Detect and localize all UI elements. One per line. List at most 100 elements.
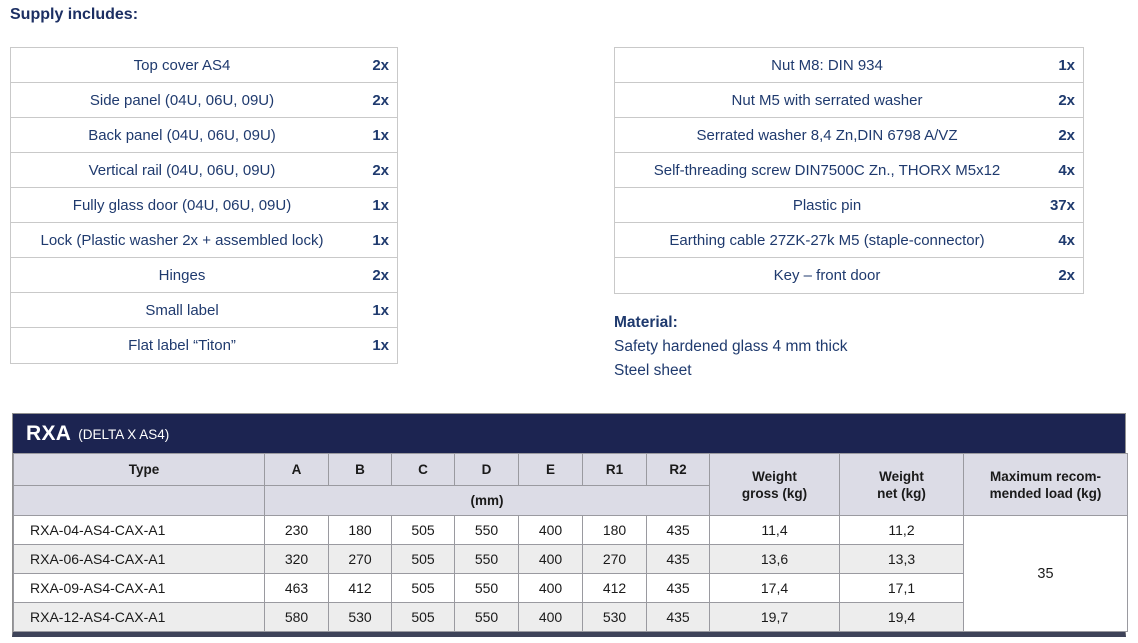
cell-c: 505 bbox=[391, 602, 455, 632]
column-header-weight-gross-line2: gross (kg) bbox=[741, 485, 808, 501]
column-header-r2: R2 bbox=[646, 453, 710, 486]
supply-item-label: Key – front door bbox=[773, 267, 881, 284]
supply-qty: 2x bbox=[1058, 91, 1075, 109]
column-header-b: B bbox=[328, 453, 392, 486]
cell-type: RXA-09-AS4-CAX-A1 bbox=[13, 573, 265, 603]
supply-qty: 2x bbox=[372, 266, 389, 284]
cell-a: 230 bbox=[264, 515, 329, 545]
supply-qty: 1x bbox=[1058, 56, 1075, 74]
supply-qty: 4x bbox=[1058, 231, 1075, 249]
column-header-weight-net-line2: net (kg) bbox=[877, 485, 926, 501]
column-header-a: A bbox=[264, 453, 329, 486]
supply-row: Lock (Plastic washer 2x + assembled lock… bbox=[11, 223, 397, 258]
cell-b: 412 bbox=[328, 573, 392, 603]
cell-a: 463 bbox=[264, 573, 329, 603]
supply-item-label: Small label bbox=[145, 301, 219, 319]
column-header-r1: R1 bbox=[582, 453, 647, 486]
supply-qty: 2x bbox=[372, 161, 389, 179]
supply-row: Self-threading screw DIN7500C Zn., THORX… bbox=[615, 153, 1083, 188]
spec-table-titlebar: RXA (DELTA X AS4) bbox=[13, 414, 1125, 453]
supply-qty: 2x bbox=[372, 56, 389, 74]
cell-a: 320 bbox=[264, 544, 329, 574]
supply-item-label: Vertical rail (04U, 06U, 09U) bbox=[88, 161, 276, 179]
cell-r1: 412 bbox=[582, 573, 647, 603]
supply-row: Side panel (04U, 06U, 09U) 2x bbox=[11, 83, 397, 118]
spec-table-subtitle: (DELTA X AS4) bbox=[78, 427, 170, 442]
supply-item-label: Back panel (04U, 06U, 09U) bbox=[88, 126, 276, 144]
supply-item-label: Plastic pin bbox=[792, 196, 862, 214]
cell-weight-net: 17,1 bbox=[839, 573, 964, 603]
column-header-weight-gross: Weight gross (kg) bbox=[709, 453, 840, 516]
supply-qty: 1x bbox=[372, 231, 389, 249]
table-row: RXA-04-AS4-CAX-A1 230 180 505 550 400 18… bbox=[13, 515, 1128, 632]
cell-b: 270 bbox=[328, 544, 392, 574]
cell-b: 180 bbox=[328, 515, 392, 545]
supply-row: Flat label “Titon” 1x bbox=[11, 328, 397, 363]
cell-b: 530 bbox=[328, 602, 392, 632]
cell-c: 505 bbox=[391, 573, 455, 603]
cell-c: 505 bbox=[391, 544, 455, 574]
cell-a: 580 bbox=[264, 602, 329, 632]
unit-header-mm: (mm) bbox=[264, 485, 710, 516]
supply-row: Small label 1x bbox=[11, 293, 397, 328]
supply-row: Plastic pin 37x bbox=[615, 188, 1083, 223]
supply-table-left: Top cover AS4 2x Side panel (04U, 06U, 0… bbox=[10, 47, 398, 364]
supply-row: Back panel (04U, 06U, 09U) 1x bbox=[11, 118, 397, 153]
column-header-d: D bbox=[454, 453, 519, 486]
supply-row: Hinges 2x bbox=[11, 258, 397, 293]
cell-r2: 435 bbox=[646, 515, 710, 545]
supply-item-label: Hinges bbox=[158, 266, 206, 284]
supply-item-label: Lock (Plastic washer 2x + assembled lock… bbox=[40, 231, 324, 249]
cell-r1: 530 bbox=[582, 602, 647, 632]
material-line: Safety hardened glass 4 mm thick bbox=[614, 338, 848, 355]
material-heading: Material: bbox=[614, 314, 678, 331]
supply-item-label: Self-threading screw DIN7500C Zn., THORX… bbox=[653, 161, 1001, 179]
column-header-weight-net-line1: Weight bbox=[879, 468, 924, 484]
spec-table: RXA (DELTA X AS4) Type A B C D E R1 R2 W… bbox=[12, 413, 1128, 637]
column-header-type-spacer bbox=[13, 485, 265, 516]
column-header-type: Type bbox=[13, 453, 265, 486]
cell-weight-net: 11,2 bbox=[839, 515, 964, 545]
supply-qty: 2x bbox=[372, 91, 389, 109]
column-header-weight-net: Weight net (kg) bbox=[839, 453, 964, 516]
column-header-max-load: Maximum recom- mended load (kg) bbox=[963, 453, 1128, 516]
column-header-e: E bbox=[518, 453, 583, 486]
cell-d: 550 bbox=[454, 602, 519, 632]
cell-e: 400 bbox=[518, 573, 583, 603]
table-row: RXA-09-AS4-CAX-A1 463 412 505 550 400 41… bbox=[13, 573, 1128, 603]
column-header-max-load-line2: mended load (kg) bbox=[989, 485, 1102, 501]
supply-item-label: Side panel (04U, 06U, 09U) bbox=[89, 91, 275, 109]
cell-type: RXA-12-AS4-CAX-A1 bbox=[13, 602, 265, 632]
cell-type: RXA-06-AS4-CAX-A1 bbox=[13, 544, 265, 574]
cell-d: 550 bbox=[454, 544, 519, 574]
page-title: Supply includes: bbox=[10, 6, 139, 23]
cell-e: 400 bbox=[518, 515, 583, 545]
cell-d: 550 bbox=[454, 573, 519, 603]
material-section: Material: Safety hardened glass 4 mm thi… bbox=[614, 311, 847, 383]
cell-d: 550 bbox=[454, 515, 519, 545]
column-header-max-load-line1: Maximum recom- bbox=[989, 468, 1102, 484]
table-row: RXA-12-AS4-CAX-A1 580 530 505 550 400 53… bbox=[13, 602, 1128, 632]
cell-r2: 435 bbox=[646, 573, 710, 603]
cell-e: 400 bbox=[518, 544, 583, 574]
supply-item-label: Serrated washer 8,4 Zn,DIN 6798 A/VZ bbox=[696, 126, 958, 144]
spec-table-title: RXA bbox=[26, 421, 72, 445]
cell-r1: 180 bbox=[582, 515, 647, 545]
cell-weight-gross: 13,6 bbox=[709, 544, 840, 574]
supply-row: Top cover AS4 2x bbox=[11, 48, 397, 83]
material-line: Steel sheet bbox=[614, 362, 692, 379]
supply-row: Nut M8: DIN 934 1x bbox=[615, 48, 1083, 83]
supply-row: Fully glass door (04U, 06U, 09U) 1x bbox=[11, 188, 397, 223]
supply-qty: 1x bbox=[372, 196, 389, 214]
supply-row: Earthing cable 27ZK-27k M5 (staple-conne… bbox=[615, 223, 1083, 258]
supply-row: Serrated washer 8,4 Zn,DIN 6798 A/VZ 2x bbox=[615, 118, 1083, 153]
supply-item-label: Nut M8: DIN 934 bbox=[771, 56, 883, 74]
supply-row: Key – front door 2x bbox=[615, 258, 1083, 293]
supply-row: Vertical rail (04U, 06U, 09U) 2x bbox=[11, 153, 397, 188]
cell-max-load: 35 bbox=[963, 515, 1128, 632]
supply-row: Nut M5 with serrated washer 2x bbox=[615, 83, 1083, 118]
supply-item-label: Nut M5 with serrated washer bbox=[731, 91, 923, 109]
table-row: RXA-06-AS4-CAX-A1 320 270 505 550 400 27… bbox=[13, 544, 1128, 574]
supply-qty: 2x bbox=[1058, 267, 1075, 284]
supply-qty: 1x bbox=[372, 337, 389, 354]
